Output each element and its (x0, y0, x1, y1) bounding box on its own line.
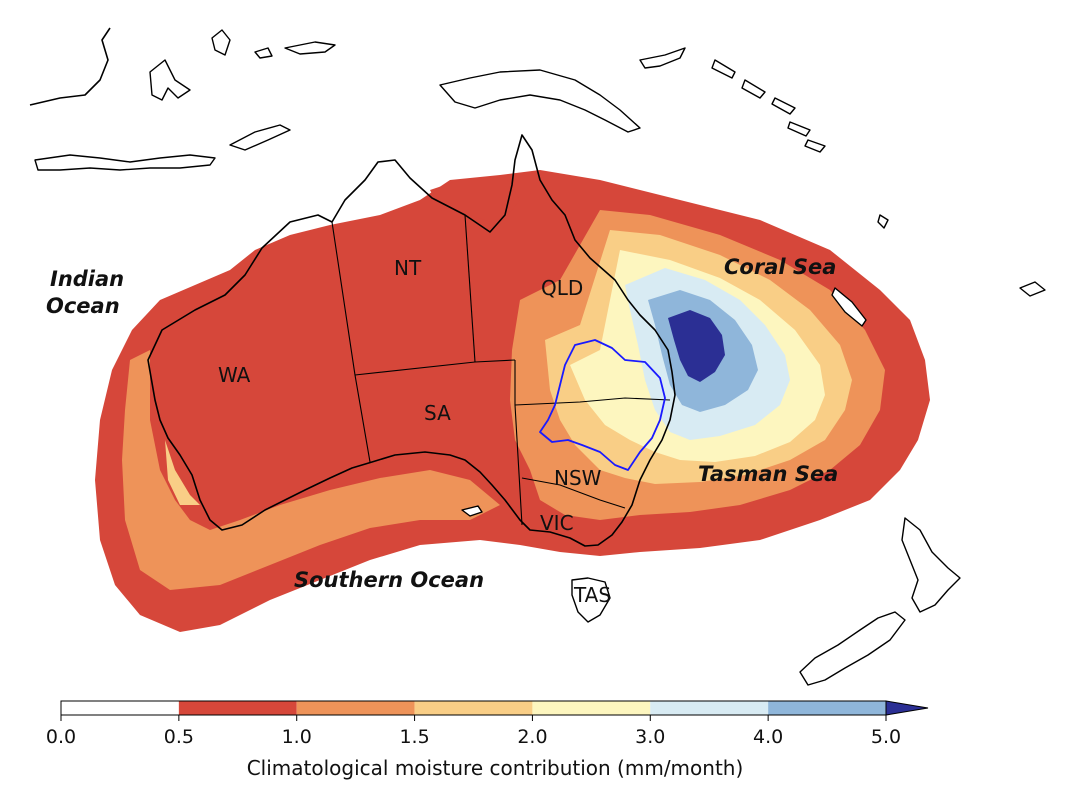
nsw-vic-border (521, 477, 626, 509)
colorbar: 0.0 0.5 1.0 1.5 2.0 3.0 4.0 5.0 Climatological … (46, 700, 929, 780)
state-label-nt: NT (394, 256, 422, 280)
state-label-wa: WA (218, 363, 251, 387)
colorbar-title: Climatological moisture contribution (mm… (247, 756, 744, 780)
nz-north-island (901, 517, 961, 613)
new-britain (639, 47, 686, 69)
new-guinea-coastline (439, 69, 641, 133)
state-label-sa: SA (424, 401, 451, 425)
buru-island (254, 47, 273, 59)
basin-outline (539, 339, 666, 471)
kangaroo-island (461, 505, 483, 517)
new-caledonia (831, 287, 867, 327)
colorbar-segment (296, 701, 415, 715)
colorbar-tick-label: 1.5 (399, 726, 429, 748)
colorbar-extend-arrow (885, 700, 929, 716)
solomon-island-1 (711, 59, 736, 79)
state-label-nsw: NSW (554, 466, 602, 490)
colorbar-segment (532, 701, 651, 715)
state-labels: WA NT SA QLD NSW VIC TAS (218, 256, 611, 607)
solomon-island-2 (741, 79, 766, 99)
sulawesi-coastline (149, 59, 191, 101)
colorbar-tick-label: 1.0 (282, 726, 312, 748)
solomon-island-5 (804, 139, 826, 153)
vanuatu-island (877, 214, 889, 229)
ocean-label-indian-2: Ocean (46, 294, 120, 318)
colorbar-segment (650, 701, 769, 715)
colorbar-tick-label: 2.0 (517, 726, 547, 748)
colorbar-segment (414, 701, 533, 715)
state-label-qld: QLD (541, 276, 583, 300)
colorbar-frame (60, 700, 887, 716)
timor-coastline (229, 124, 291, 151)
ocean-label-coral: Coral Sea (724, 255, 836, 279)
colorbar-tick-label: 3.0 (635, 726, 665, 748)
lesser-sunda-islands (34, 154, 216, 171)
colorbar-segments (60, 700, 929, 716)
seram-island (284, 41, 336, 55)
colorbar-tick-label: 5.0 (871, 726, 901, 748)
ocean-label-indian-1: Indian (50, 267, 124, 291)
state-label-tas: TAS (573, 583, 611, 607)
ocean-label-tasman: Tasman Sea (698, 462, 838, 486)
solomon-island-4 (787, 121, 811, 137)
tasmania-coastline (571, 577, 611, 623)
ocean-label-southern: Southern Ocean (294, 568, 484, 592)
colorbar-tick-label: 0.5 (164, 726, 194, 748)
borneo-coastline (29, 27, 111, 106)
ocean-labels: Indian Ocean Coral Sea Tasman Sea Southe… (46, 255, 838, 592)
colorbar-segment (61, 701, 179, 715)
band-nt-coast (430, 176, 520, 225)
australia-landmass (147, 134, 676, 623)
nz-south-island (799, 611, 906, 686)
band-gt-5.0 (668, 310, 725, 382)
state-label-vic: VIC (540, 511, 574, 535)
colorbar-segment (768, 701, 886, 715)
qld-nsw-border (514, 397, 671, 406)
nt-qld-border (464, 214, 476, 363)
colorbar-ticks: 0.0 0.5 1.0 1.5 2.0 3.0 4.0 5.0 (46, 715, 901, 748)
solomon-island-3 (771, 97, 796, 115)
australia-coastline (147, 134, 676, 547)
halmahera-island (211, 29, 231, 56)
state-borders (331, 214, 671, 526)
colorbar-tick-label: 4.0 (753, 726, 783, 748)
colorbar-tick-label: 0.0 (46, 726, 76, 748)
colorbar-segment (178, 701, 297, 715)
moisture-shading (95, 170, 930, 632)
surrounding-land (29, 27, 1046, 686)
fiji-island (1019, 281, 1046, 297)
